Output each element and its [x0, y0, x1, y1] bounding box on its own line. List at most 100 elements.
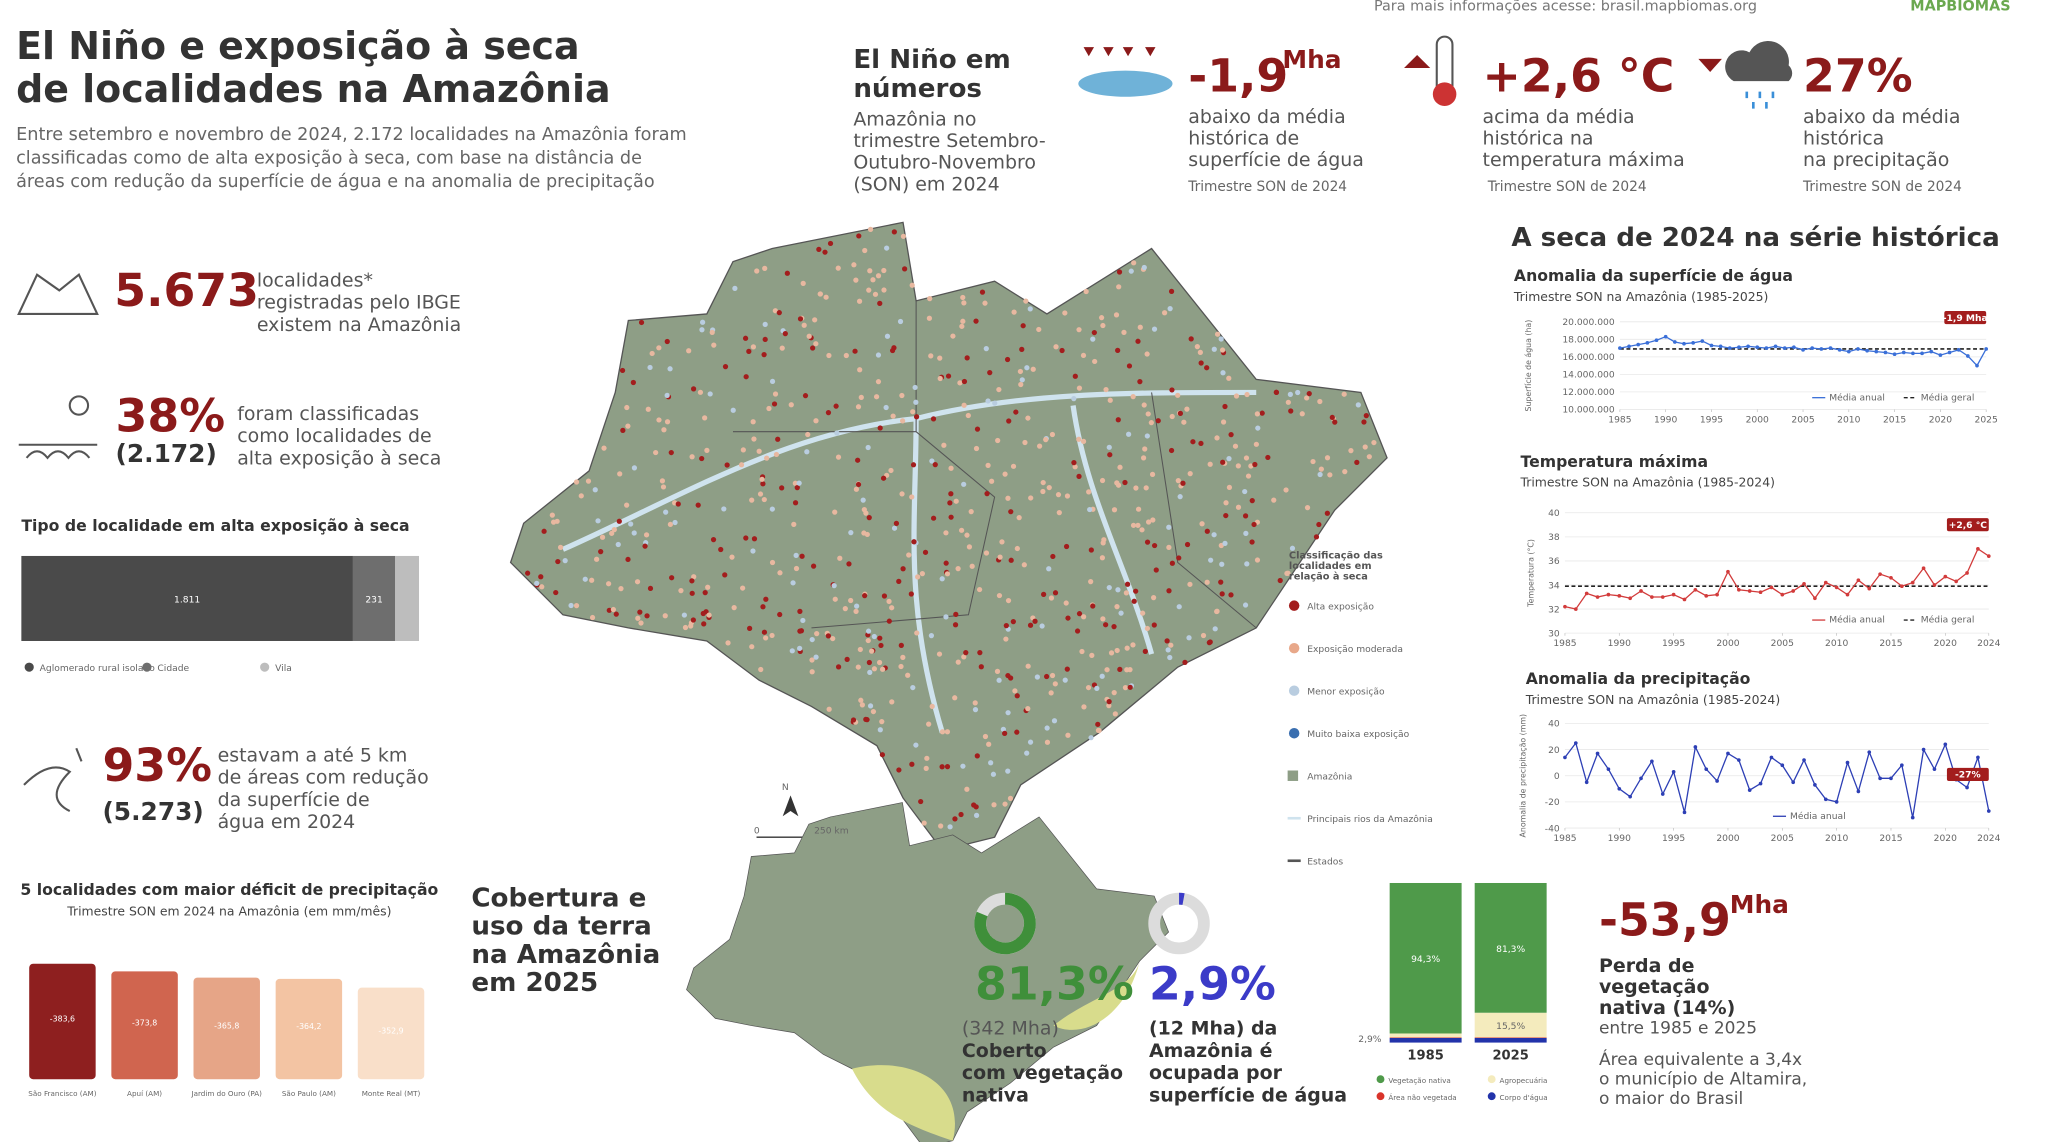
locality-dot	[1150, 517, 1156, 523]
locality-dot	[871, 666, 878, 672]
info-link: Para mais informações acesse: brasil.map…	[1374, 0, 1757, 14]
locality-dot	[638, 620, 644, 626]
locality-dot	[867, 268, 873, 274]
data-point	[1755, 345, 1760, 350]
locality-dot	[662, 613, 668, 619]
data-point	[1938, 353, 1943, 357]
locality-dot	[837, 555, 843, 561]
data-point	[1682, 810, 1687, 815]
locality-dot	[1088, 579, 1094, 585]
data-point	[1846, 349, 1851, 354]
locality-dot	[1255, 425, 1261, 431]
locality-dot	[1287, 391, 1293, 397]
locality-dot	[846, 561, 852, 567]
land-cover-patches	[852, 960, 1140, 1141]
locality-dot	[749, 497, 755, 503]
locality-dot	[870, 708, 877, 715]
locality-dot	[906, 552, 912, 558]
locality-dot	[1222, 403, 1228, 410]
locality-dot	[987, 369, 993, 376]
locality-dot	[1176, 604, 1182, 610]
locality-dot	[697, 389, 704, 395]
locality-dot	[809, 636, 815, 643]
locality-dot	[1324, 510, 1330, 516]
locality-dot	[1095, 721, 1101, 727]
locality-dot	[656, 345, 662, 351]
locality-dot	[1024, 365, 1030, 371]
data-point	[1769, 585, 1774, 590]
stat-text: de áreas com redução	[218, 767, 429, 789]
locality-dot	[763, 596, 769, 602]
section-title: na Amazônia	[471, 940, 660, 970]
annotation: -1,9 Mha	[1943, 314, 1988, 324]
locality-dot	[1139, 527, 1145, 533]
locality-dot	[689, 590, 695, 596]
locality-dot	[857, 367, 863, 373]
locality-dot	[948, 491, 954, 497]
locality-dot	[913, 399, 919, 405]
bar-label: -364,2	[296, 1022, 321, 1031]
locality-dot	[952, 622, 959, 628]
y-tick-label: 16.000.000	[1562, 353, 1615, 363]
locality-dot	[1153, 567, 1159, 573]
locality-dot	[1114, 480, 1120, 486]
locality-dot	[681, 612, 688, 618]
x-tick-label: 2020	[1934, 834, 1957, 844]
locality-dot	[886, 598, 892, 604]
locality-dot	[972, 707, 979, 713]
locality-dot	[756, 448, 762, 454]
data-point	[1639, 776, 1643, 781]
locality-dot	[1103, 622, 1109, 628]
locality-dot	[833, 403, 839, 409]
locality-dot	[947, 824, 953, 830]
stat-text: como localidades de	[237, 425, 431, 447]
north-label: N	[782, 783, 789, 793]
locality-dot	[1071, 460, 1077, 466]
locality-dot	[1167, 306, 1173, 312]
locality-dot	[791, 521, 797, 527]
locality-dot	[764, 455, 770, 461]
locality-dot	[742, 335, 749, 341]
locality-dot	[827, 240, 834, 247]
locality-dot	[857, 646, 863, 653]
locality-dot	[964, 786, 970, 792]
locality-dot	[549, 512, 555, 518]
y-tick-label: 38	[1548, 533, 1560, 543]
locality-dot	[1251, 521, 1257, 528]
locality-dot	[682, 624, 689, 631]
locality-dot	[656, 417, 662, 423]
sun-icon	[68, 395, 90, 416]
locality-dot	[1135, 338, 1141, 344]
x-tick-label: São Paulo (AM)	[282, 1089, 336, 1098]
locality-dot	[797, 645, 803, 651]
data-point	[1747, 788, 1752, 792]
locality-dot	[891, 229, 897, 235]
locality-dot	[853, 486, 860, 492]
locality-dot	[1052, 681, 1058, 687]
road-icon	[23, 747, 83, 812]
locality-dot	[912, 384, 918, 391]
locality-dot	[1295, 389, 1301, 396]
locality-dot	[877, 300, 883, 306]
locality-dot	[620, 427, 626, 434]
locality-dot	[599, 534, 606, 540]
loss-text: vegetação	[1599, 976, 1710, 998]
down-arrow	[1698, 58, 1722, 72]
data-point	[1627, 344, 1631, 349]
locality-dot	[1168, 447, 1175, 454]
locality-dot	[557, 544, 564, 550]
locality-dot	[928, 633, 935, 639]
locality-dot	[961, 402, 967, 408]
locality-dot	[601, 445, 607, 451]
locality-dot	[1107, 397, 1113, 403]
locality-dot	[1228, 592, 1234, 598]
locality-dot	[1010, 463, 1017, 469]
locality-dot	[910, 462, 917, 468]
locality-dot	[1252, 461, 1258, 468]
locality-dot	[1002, 730, 1008, 737]
locality-dot	[1187, 581, 1193, 587]
logo-text: MAPBIOMAS	[1910, 0, 2010, 14]
locality-dot	[899, 491, 905, 497]
locality-dot	[909, 761, 915, 767]
locality-dot	[809, 657, 815, 663]
